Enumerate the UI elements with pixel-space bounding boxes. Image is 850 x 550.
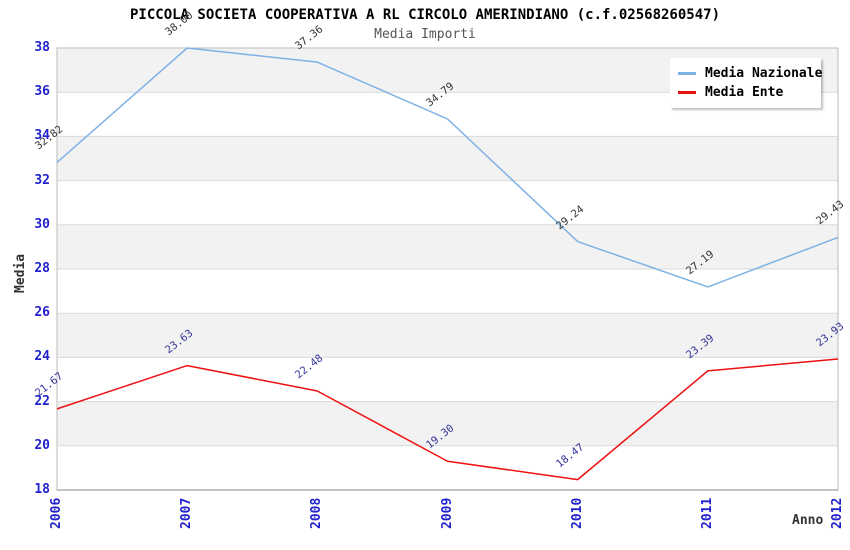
legend-swatch-icon xyxy=(678,72,696,75)
background-band xyxy=(57,180,838,225)
background-band xyxy=(57,401,838,446)
y-tick-label: 28 xyxy=(34,261,50,276)
y-tick-label: 24 xyxy=(34,349,50,365)
x-tick-label: 2010 xyxy=(569,497,585,529)
background-band xyxy=(57,357,838,402)
y-tick-label: 38 xyxy=(34,40,50,55)
chart-subtitle: Media Importi xyxy=(374,27,476,42)
y-tick-label: 22 xyxy=(34,393,50,409)
legend-item-0: Media Nazionale xyxy=(678,64,823,83)
background-band xyxy=(57,269,838,314)
x-tick-label: 2011 xyxy=(699,497,715,529)
x-tick-label: 2012 xyxy=(830,497,845,529)
y-tick-label: 26 xyxy=(34,305,50,321)
background-band xyxy=(57,136,838,181)
x-tick-label: 2006 xyxy=(49,497,64,529)
legend-item-1: Media Ente xyxy=(678,83,821,102)
background-band xyxy=(57,224,838,269)
legend-label: Media Ente xyxy=(705,85,784,100)
background-band xyxy=(57,313,838,358)
y-tick-label: 36 xyxy=(34,84,50,100)
legend: Media Nazionale Media Ente xyxy=(670,58,823,108)
background-band xyxy=(57,445,838,490)
y-tick-label: 34 xyxy=(34,128,50,144)
series-line-0 xyxy=(56,47,839,288)
x-axis-label: Anno xyxy=(792,513,824,528)
x-tick-label: 2007 xyxy=(179,497,195,529)
y-tick-label: 18 xyxy=(34,482,50,497)
x-tick-label: 2008 xyxy=(309,497,325,529)
x-tick-label: 2009 xyxy=(439,497,455,529)
y-tick-label: 30 xyxy=(34,216,50,232)
chart-title: PICCOLA SOCIETA COOPERATIVA A RL CIRCOLO… xyxy=(129,7,720,23)
y-tick-label: 20 xyxy=(34,437,50,453)
legend-swatch-icon xyxy=(678,91,696,94)
legend-label: Media Nazionale xyxy=(705,66,823,81)
y-tick-label: 32 xyxy=(34,172,50,188)
series-line-1 xyxy=(56,358,839,481)
